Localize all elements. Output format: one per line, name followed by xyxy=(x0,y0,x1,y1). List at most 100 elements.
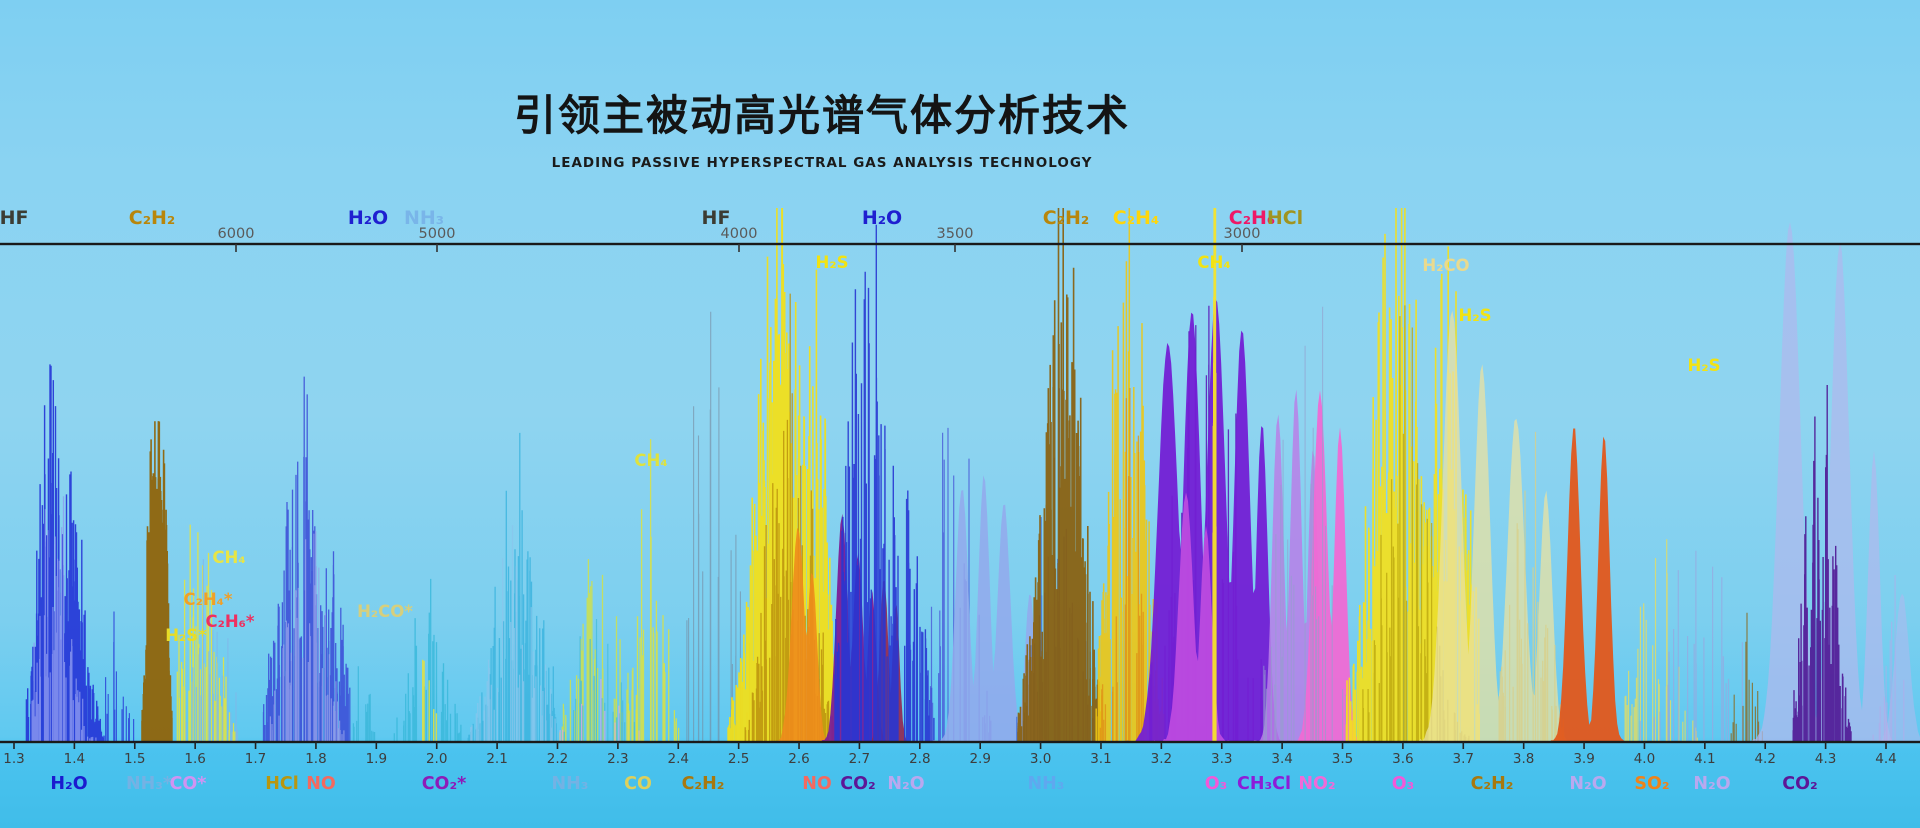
bottom-gas-label: HCl xyxy=(265,774,299,794)
top-gas-label: HF xyxy=(702,207,731,229)
bottom-axis-tick xyxy=(1281,742,1283,749)
bottom-axis-tick-label: 3.2 xyxy=(1151,751,1172,767)
bottom-axis-tick xyxy=(375,742,378,749)
bottom-axis-tick xyxy=(1341,742,1344,749)
bottom-axis-tick xyxy=(919,742,921,749)
plot-gas-label: H₂S xyxy=(1459,306,1492,325)
top-gas-label: C₂H₂ xyxy=(1043,207,1090,229)
band-band-1.8-blue xyxy=(262,376,351,742)
plot-gas-label: H₂S xyxy=(1688,356,1721,375)
bottom-axis-tick xyxy=(556,742,559,749)
bottom-gas-label: N₂O xyxy=(887,774,924,794)
bottom-axis-tick-label: 3.5 xyxy=(1332,751,1353,767)
top-axis-tick-label: 3000 xyxy=(1224,226,1261,242)
bottom-axis-line xyxy=(0,740,1920,744)
top-gas-label: C₂H₆ xyxy=(1229,207,1276,229)
bottom-axis-tick-label: 2.8 xyxy=(909,751,930,767)
band-co2s-2.0-yellow xyxy=(422,659,438,742)
bottom-axis-tick-label: 2.1 xyxy=(486,751,507,767)
bottom-axis-tick xyxy=(798,742,800,749)
band-n2o-2.87-humps xyxy=(933,475,1053,742)
band-ch4-2.37 xyxy=(627,439,680,742)
bottom-axis-tick xyxy=(1160,742,1163,749)
bottom-axis-tick xyxy=(617,742,619,749)
bottom-axis-tick-label: 1.8 xyxy=(305,751,326,767)
plot-gas-label: CH₄ xyxy=(634,451,667,470)
bottom-axis-tick-label: 3.1 xyxy=(1090,751,1111,767)
bottom-axis-tick-label: 4.1 xyxy=(1694,751,1715,767)
bottom-axis-tick-label: 2.2 xyxy=(547,751,568,767)
band-co2-4.3-pale xyxy=(1742,222,1900,743)
bottom-gas-label: CO₂* xyxy=(422,774,467,794)
top-axis-tick-label: 3500 xyxy=(937,226,974,242)
band-co-2.3-yellowgreen xyxy=(559,559,638,742)
band-h2o-1.38-blue xyxy=(25,364,105,742)
band-c2h2-1.52-block xyxy=(141,421,173,742)
band-ch4-3.3-line xyxy=(1212,208,1217,742)
bottom-axis-tick xyxy=(496,742,498,749)
bottom-axis-tick-label: 1.4 xyxy=(64,751,85,767)
bottom-axis-tick xyxy=(1402,742,1404,749)
bottom-gas-label: CO* xyxy=(170,774,207,794)
bottom-gas-label: NO₂ xyxy=(1298,774,1335,794)
band-purple-3.3-mass xyxy=(1123,298,1288,742)
band-cream-bands-3.75 xyxy=(1410,310,1575,742)
bottom-axis-tick-label: 1.9 xyxy=(366,751,387,767)
band-orange-blob-2.62 xyxy=(769,527,835,742)
bottom-axis-tick-label: 3.4 xyxy=(1271,751,1292,767)
bottom-axis-tick-label: 3.0 xyxy=(1030,751,1051,767)
band-brown-4.15 xyxy=(1730,612,1763,742)
bottom-gas-label: CH₃Cl xyxy=(1237,774,1291,794)
bottom-axis-tick xyxy=(1100,742,1102,749)
bottom-gas-label: NO xyxy=(802,774,832,794)
bottom-gas-label: N₂O xyxy=(1693,774,1730,794)
bottom-axis-tick xyxy=(1764,742,1767,749)
band-blue-sparse-1.48 xyxy=(105,611,135,742)
top-axis-tick xyxy=(235,244,237,252)
bottom-axis-tick-label: 3.9 xyxy=(1573,751,1594,767)
top-axis-tick xyxy=(436,244,438,252)
bottom-axis-tick-label: 2.5 xyxy=(728,751,749,767)
top-gas-label: HF xyxy=(0,207,28,229)
band-band-1.8-periwinkle xyxy=(269,531,345,742)
bottom-axis-tick-label: 4.3 xyxy=(1815,751,1836,767)
bottom-axis-tick xyxy=(1220,742,1223,749)
bottom-axis-tick-label: 2.9 xyxy=(969,751,990,767)
bottom-axis-tick xyxy=(435,742,438,749)
bottom-axis-tick-label: 3.7 xyxy=(1453,751,1474,767)
plot-gas-label: H₂CO* xyxy=(357,602,413,621)
top-gas-label: C₂H₄ xyxy=(1113,207,1160,229)
bottom-axis-tick xyxy=(1583,742,1585,749)
top-axis-tick xyxy=(954,244,956,252)
bottom-axis-tick xyxy=(1039,742,1042,749)
bottom-axis-tick xyxy=(254,742,257,749)
bottom-axis-tick xyxy=(737,742,740,749)
bottom-axis-tick-label: 4.0 xyxy=(1634,751,1655,767)
plot-gas-label: H₂S* xyxy=(165,626,207,645)
bottom-gas-label: N₂O xyxy=(1569,774,1606,794)
bottom-axis-tick xyxy=(1885,742,1887,749)
bottom-axis-tick-label: 1.7 xyxy=(245,751,266,767)
bottom-axis-tick xyxy=(194,742,196,749)
bottom-gas-label: CO₂ xyxy=(840,774,875,794)
top-axis-tick xyxy=(738,244,740,252)
band-so2-4.0-orange xyxy=(1545,428,1630,742)
plot-gas-label: H₂S xyxy=(816,253,849,272)
plot-gas-label: C₂H₆* xyxy=(205,612,254,631)
bottom-axis-tick-label: 2.4 xyxy=(668,751,689,767)
page-title: 引领主被动高光谱气体分析技术 xyxy=(513,91,1131,140)
bottom-gas-label: NH₃* xyxy=(126,774,172,794)
bottom-axis-tick xyxy=(677,742,680,749)
bottom-axis-tick-label: 2.7 xyxy=(849,751,870,767)
top-axis-tick xyxy=(1241,244,1243,252)
band-co2-4.3-dark xyxy=(1792,385,1852,742)
band-teal-1.88 xyxy=(352,666,376,742)
band-no2-pink-3.45 xyxy=(1288,390,1366,742)
bottom-axis-tick xyxy=(1462,742,1465,749)
band-pale-tall-lines-3.45 xyxy=(1263,306,1347,742)
bottom-gas-label: NH₃ xyxy=(552,774,589,794)
bottom-gas-label: NO xyxy=(306,774,336,794)
bottom-gas-label: NH₃ xyxy=(1028,774,1065,794)
bottom-gas-label: C₂H₂ xyxy=(682,774,725,794)
